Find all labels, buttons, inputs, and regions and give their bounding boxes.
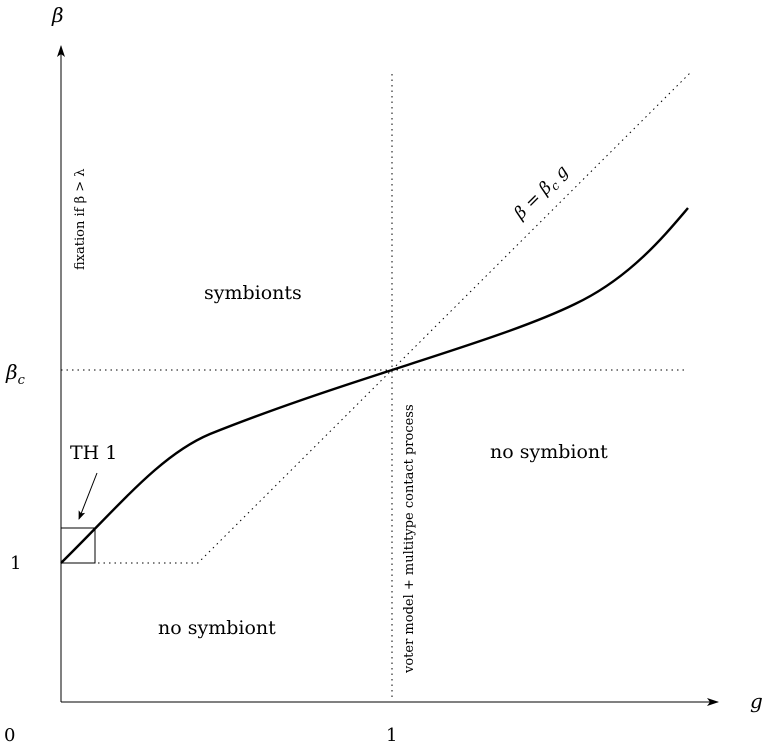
- diagonal-label: β = βc g: [510, 161, 574, 225]
- region-no-symbiont-bottom: no symbiont: [158, 617, 276, 639]
- y-axis-label: β: [51, 3, 64, 27]
- x-axis-label: g: [750, 689, 762, 713]
- y-tick-1: 1: [10, 553, 21, 574]
- region-no-symbiont-right: no symbiont: [490, 441, 608, 463]
- beta-c-g-dotted-line: [98, 72, 691, 564]
- fixation-label: fixation if β > λ: [73, 169, 88, 270]
- origin-label: 0: [4, 725, 15, 746]
- region-symbionts: symbionts: [204, 282, 302, 304]
- y-tick-beta-c: βc: [5, 360, 26, 388]
- th1-arrow: [78, 472, 98, 520]
- th1-label: TH 1: [70, 442, 117, 464]
- th1-box: [60, 527, 96, 564]
- critical-curve: [60, 207, 689, 564]
- x-tick-1: 1: [386, 725, 397, 746]
- voter-model-label: voter model + multitype contact process: [402, 404, 417, 674]
